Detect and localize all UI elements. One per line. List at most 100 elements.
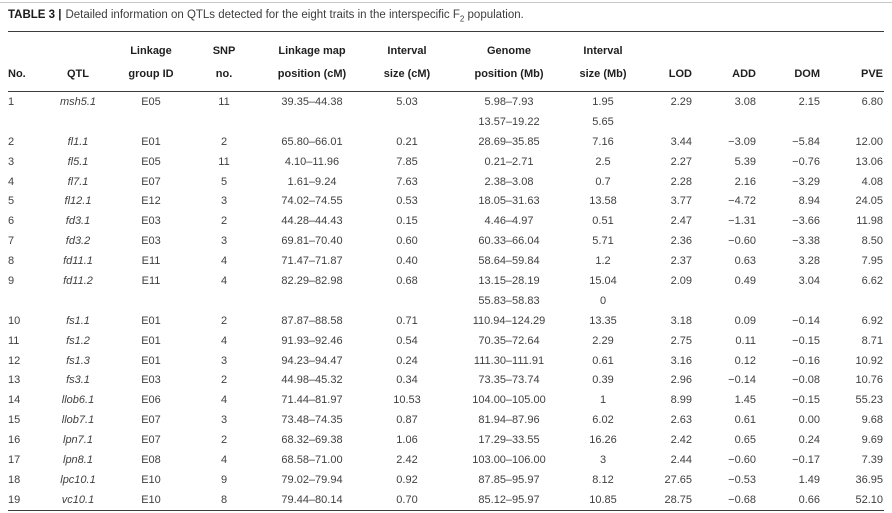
table-row: 1 msh5.1 E05 11 39.35–44.38 5.03 5.98–7.93 1.95… — [8, 92, 884, 112]
cell-lod: 3.16 — [670, 354, 692, 367]
cell-interval_mb: 0 — [599, 294, 607, 307]
cell-interval_cm: 1.06 — [396, 434, 418, 447]
cell-add: 0.09 — [734, 314, 756, 327]
table-row: 9 fd11.2 E11 4 82.29–82.98 0.68 13.15–28.19 15.… — [8, 271, 884, 291]
cell-snp_no: 3 — [220, 414, 228, 427]
column-header-linkage_map_position: Linkage map position (cM) — [258, 31, 366, 92]
cell-linkage_group_id — [112, 112, 190, 132]
cell-dom: 0.66 — [756, 489, 820, 511]
cell-snp_no: 2 — [220, 215, 228, 228]
cell-interval_cm: 0.60 — [396, 235, 418, 248]
table-header-row: No. QTL Linkage group ID SNP no. Linkage map po… — [8, 31, 884, 92]
cell-linkage_group_id: E07 — [141, 175, 161, 188]
column-header-qtl: QTL — [44, 31, 112, 92]
cell-dom — [756, 291, 820, 311]
cell-dom: 1.49 — [798, 473, 820, 486]
column-header-interval_cm: Interval size (cM) — [366, 31, 448, 92]
cell-no: 3 — [8, 155, 15, 168]
cell-no — [8, 112, 44, 132]
cell-interval_cm: 0.53 — [396, 195, 418, 208]
cell-linkage_group_id: E08 — [141, 453, 161, 466]
cell-lod: 27.65 — [664, 473, 692, 486]
cell-genome_position: 85.12–95.97 — [448, 489, 570, 511]
cell-add: 0.11 — [735, 334, 756, 347]
cell-interval_mb: 16.26 — [589, 434, 617, 447]
cell-add: 0.49 — [734, 274, 756, 287]
column-header-line2: group ID — [128, 68, 174, 80]
cell-qtl: lpc10.1 — [60, 473, 96, 486]
cell-interval_cm: 7.85 — [396, 155, 418, 168]
cell-snp_no — [190, 112, 258, 132]
column-header-genome_position: Genome position (Mb) — [448, 31, 570, 92]
cell-pve: 11.98 — [856, 215, 883, 228]
column-header-interval_mb: Interval size (Mb) — [570, 31, 636, 92]
cell-dom: −3.66 — [792, 215, 820, 228]
cell-qtl: fs3.1 — [66, 374, 90, 387]
cell-linkage_group_id: E01 — [141, 354, 161, 367]
cell-interval_mb: 5.71 — [592, 235, 614, 248]
cell-no: 17 — [8, 453, 21, 466]
cell-interval_cm: 2.42 — [396, 453, 418, 466]
cell-lod: 2.09 — [670, 274, 692, 287]
cell-interval_cm: 0.24 — [396, 354, 418, 367]
cell-linkage_group_id: E07 — [141, 434, 161, 447]
cell-add: −3.09 — [728, 135, 756, 148]
cell-genome_position: 13.15–28.19 — [478, 274, 540, 287]
table-row: 4 fl7.1 E07 5 1.61–9.24 7.63 2.38–3.08 0.7 2.28 2… — [8, 172, 884, 192]
cell-pve: 8.71 — [861, 334, 883, 347]
column-header-no: No. — [8, 31, 44, 92]
cell-linkage_map_position: 87.87–88.58 — [281, 314, 343, 327]
cell-linkage_group_id: E12 — [141, 195, 161, 208]
column-header-pve: PVE — [820, 31, 884, 92]
table-row: 13 fs3.1 E03 2 44.98–45.32 0.34 73.35–73.74 0.3… — [8, 370, 884, 390]
cell-pve: 9.69 — [861, 434, 883, 447]
column-header-line2: DOM — [794, 68, 820, 80]
cell-linkage_group_id: E10 — [112, 489, 190, 511]
cell-pve: 10.92 — [855, 354, 883, 367]
cell-lod: 2.29 — [670, 95, 692, 108]
cell-pve: 4.08 — [861, 175, 883, 188]
cell-no: 2 — [8, 135, 15, 148]
cell-add: −1.31 — [728, 215, 756, 228]
cell-interval_mb: 3 — [599, 453, 607, 466]
cell-genome_position: 81.94–87.96 — [478, 414, 540, 427]
column-header-line2: no. — [215, 68, 233, 80]
cell-linkage_map_position: 69.81–70.40 — [281, 235, 343, 248]
cell-genome_position: 73.35–73.74 — [478, 374, 540, 387]
cell-linkage_group_id: E05 — [141, 95, 161, 108]
cell-linkage_map_position: 65.80–66.01 — [281, 135, 343, 148]
cell-lod: 2.42 — [670, 434, 692, 447]
cell-add: 3.08 — [734, 95, 756, 108]
column-header-line2: position (cM) — [277, 68, 347, 80]
cell-linkage_map_position: 71.47–71.87 — [281, 255, 343, 268]
cell-pve: 24.05 — [855, 195, 883, 208]
cell-genome_position: 18.05–31.63 — [478, 195, 540, 208]
cell-interval_mb: 1 — [599, 394, 607, 407]
cell-interval_cm: 0.92 — [396, 473, 418, 486]
cell-add: −0.60 — [728, 453, 756, 466]
cell-snp_no: 11 — [218, 95, 230, 108]
cell-dom: 0.24 — [798, 434, 820, 447]
cell-linkage_map_position: 73.48–74.35 — [281, 414, 343, 427]
cell-genome_position: 2.38–3.08 — [484, 175, 534, 188]
cell-snp_no: 2 — [220, 135, 228, 148]
cell-no: 18 — [8, 473, 21, 486]
cell-dom: 0.00 — [798, 414, 820, 427]
cell-add: −0.14 — [728, 374, 756, 387]
cell-interval_cm: 0.40 — [396, 255, 418, 268]
cell-no: 1 — [8, 95, 15, 108]
cell-qtl: fl12.1 — [64, 195, 92, 208]
cell-qtl: lpn7.1 — [63, 434, 93, 447]
table-row: 3 fl5.1 E05 11 4.10–11.96 7.85 0.21–2.71 2.5 2.2… — [8, 152, 884, 172]
cell-no: 13 — [8, 374, 21, 387]
cell-genome_position: 58.64–59.84 — [478, 255, 540, 268]
cell-snp_no: 4 — [220, 394, 228, 407]
cell-dom: −0.76 — [792, 155, 820, 168]
cell-linkage_group_id: E07 — [141, 414, 161, 427]
cell-snp_no: 3 — [220, 195, 228, 208]
table-row: 16 lpn7.1 E07 2 68.32–69.38 1.06 17.29–33.55 16… — [8, 430, 884, 450]
cell-dom: 2.15 — [798, 95, 820, 108]
cell-interval_cm — [366, 291, 448, 311]
table-row: 14 llob6.1 E06 4 71.44–81.97 10.53 104.00–105.… — [8, 390, 884, 410]
caption-subscript: 2 — [459, 14, 465, 24]
